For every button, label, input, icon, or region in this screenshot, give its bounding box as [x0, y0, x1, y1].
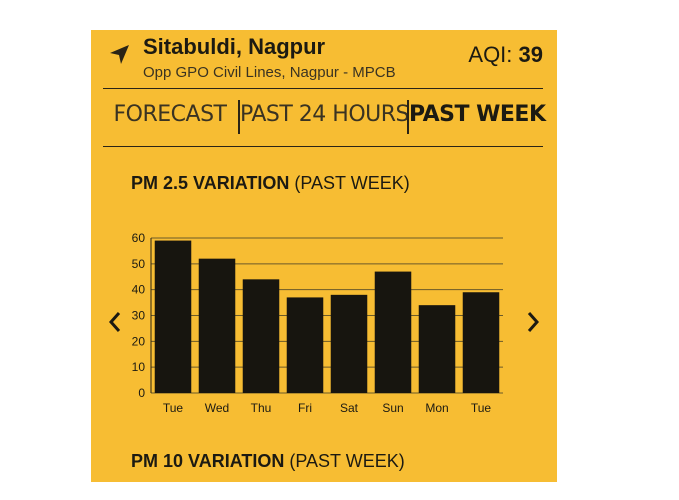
y-tick-label: 60 — [132, 231, 146, 245]
location-name: Sitabuldi, Nagpur — [143, 34, 326, 59]
x-tick-label: Mon — [425, 401, 448, 415]
pm10-title-bold: PM 10 VARIATION — [131, 451, 285, 471]
bar-3 — [286, 297, 324, 393]
y-tick-label: 50 — [132, 257, 146, 271]
tab-forecast[interactable]: FORECAST — [113, 102, 227, 127]
aqi-label: AQI: — [468, 42, 519, 67]
y-tick-label: 30 — [132, 309, 146, 323]
x-tick-label: Sat — [340, 401, 359, 415]
x-tick-label: Sun — [382, 401, 403, 415]
y-tick-label: 10 — [132, 360, 146, 374]
period-tabs: FORECAST PAST 24 HOURS PAST WEEK — [103, 92, 546, 138]
pm25-section-title: PM 2.5 VARIATION (PAST WEEK) — [131, 173, 410, 194]
bar-0 — [154, 240, 192, 393]
bar-1 — [198, 258, 236, 393]
navigation-arrow-icon — [110, 45, 129, 64]
header-divider — [103, 88, 543, 89]
tab-divider — [407, 100, 409, 134]
chevron-right-icon[interactable] — [523, 308, 543, 336]
pm10-section-title: PM 10 VARIATION (PAST WEEK) — [131, 451, 405, 472]
y-tick-label: 0 — [138, 386, 145, 400]
pm10-title-rest: (PAST WEEK) — [284, 451, 405, 471]
pm25-bar-chart: 0 10 20 30 40 50 60 Tue Wed Thu Fri Sat Sun Mon Tue — [132, 231, 503, 415]
y-tick-label: 20 — [132, 334, 146, 348]
bar-4 — [330, 294, 368, 393]
bar-7 — [462, 292, 500, 393]
pm25-title-bold: PM 2.5 VARIATION — [131, 173, 290, 193]
pm25-title-rest: (PAST WEEK) — [289, 173, 410, 193]
tab-past-week[interactable]: PAST WEEK — [409, 102, 546, 127]
air-quality-card: Sitabuldi, Nagpur Opp GPO Civil Lines, N… — [91, 30, 557, 482]
tab-past-24-hours[interactable]: PAST 24 HOURS — [240, 102, 410, 127]
y-tick-label: 40 — [132, 283, 146, 297]
tab-divider — [238, 100, 240, 134]
x-tick-label: Thu — [251, 401, 272, 415]
x-tick-label: Fri — [298, 401, 312, 415]
bar-2 — [242, 279, 280, 393]
x-tick-label: Wed — [205, 401, 229, 415]
chevron-left-icon[interactable] — [105, 308, 125, 336]
location-address: Opp GPO Civil Lines, Nagpur - MPCB — [143, 64, 396, 81]
tabs-divider — [103, 146, 543, 147]
x-tick-label: Tue — [163, 401, 184, 415]
bar-5 — [374, 271, 412, 393]
aqi-value: 39 — [518, 42, 543, 67]
aqi-readout: AQI: 39 — [468, 42, 543, 68]
x-tick-label: Tue — [471, 401, 492, 415]
bar-6 — [418, 305, 456, 393]
